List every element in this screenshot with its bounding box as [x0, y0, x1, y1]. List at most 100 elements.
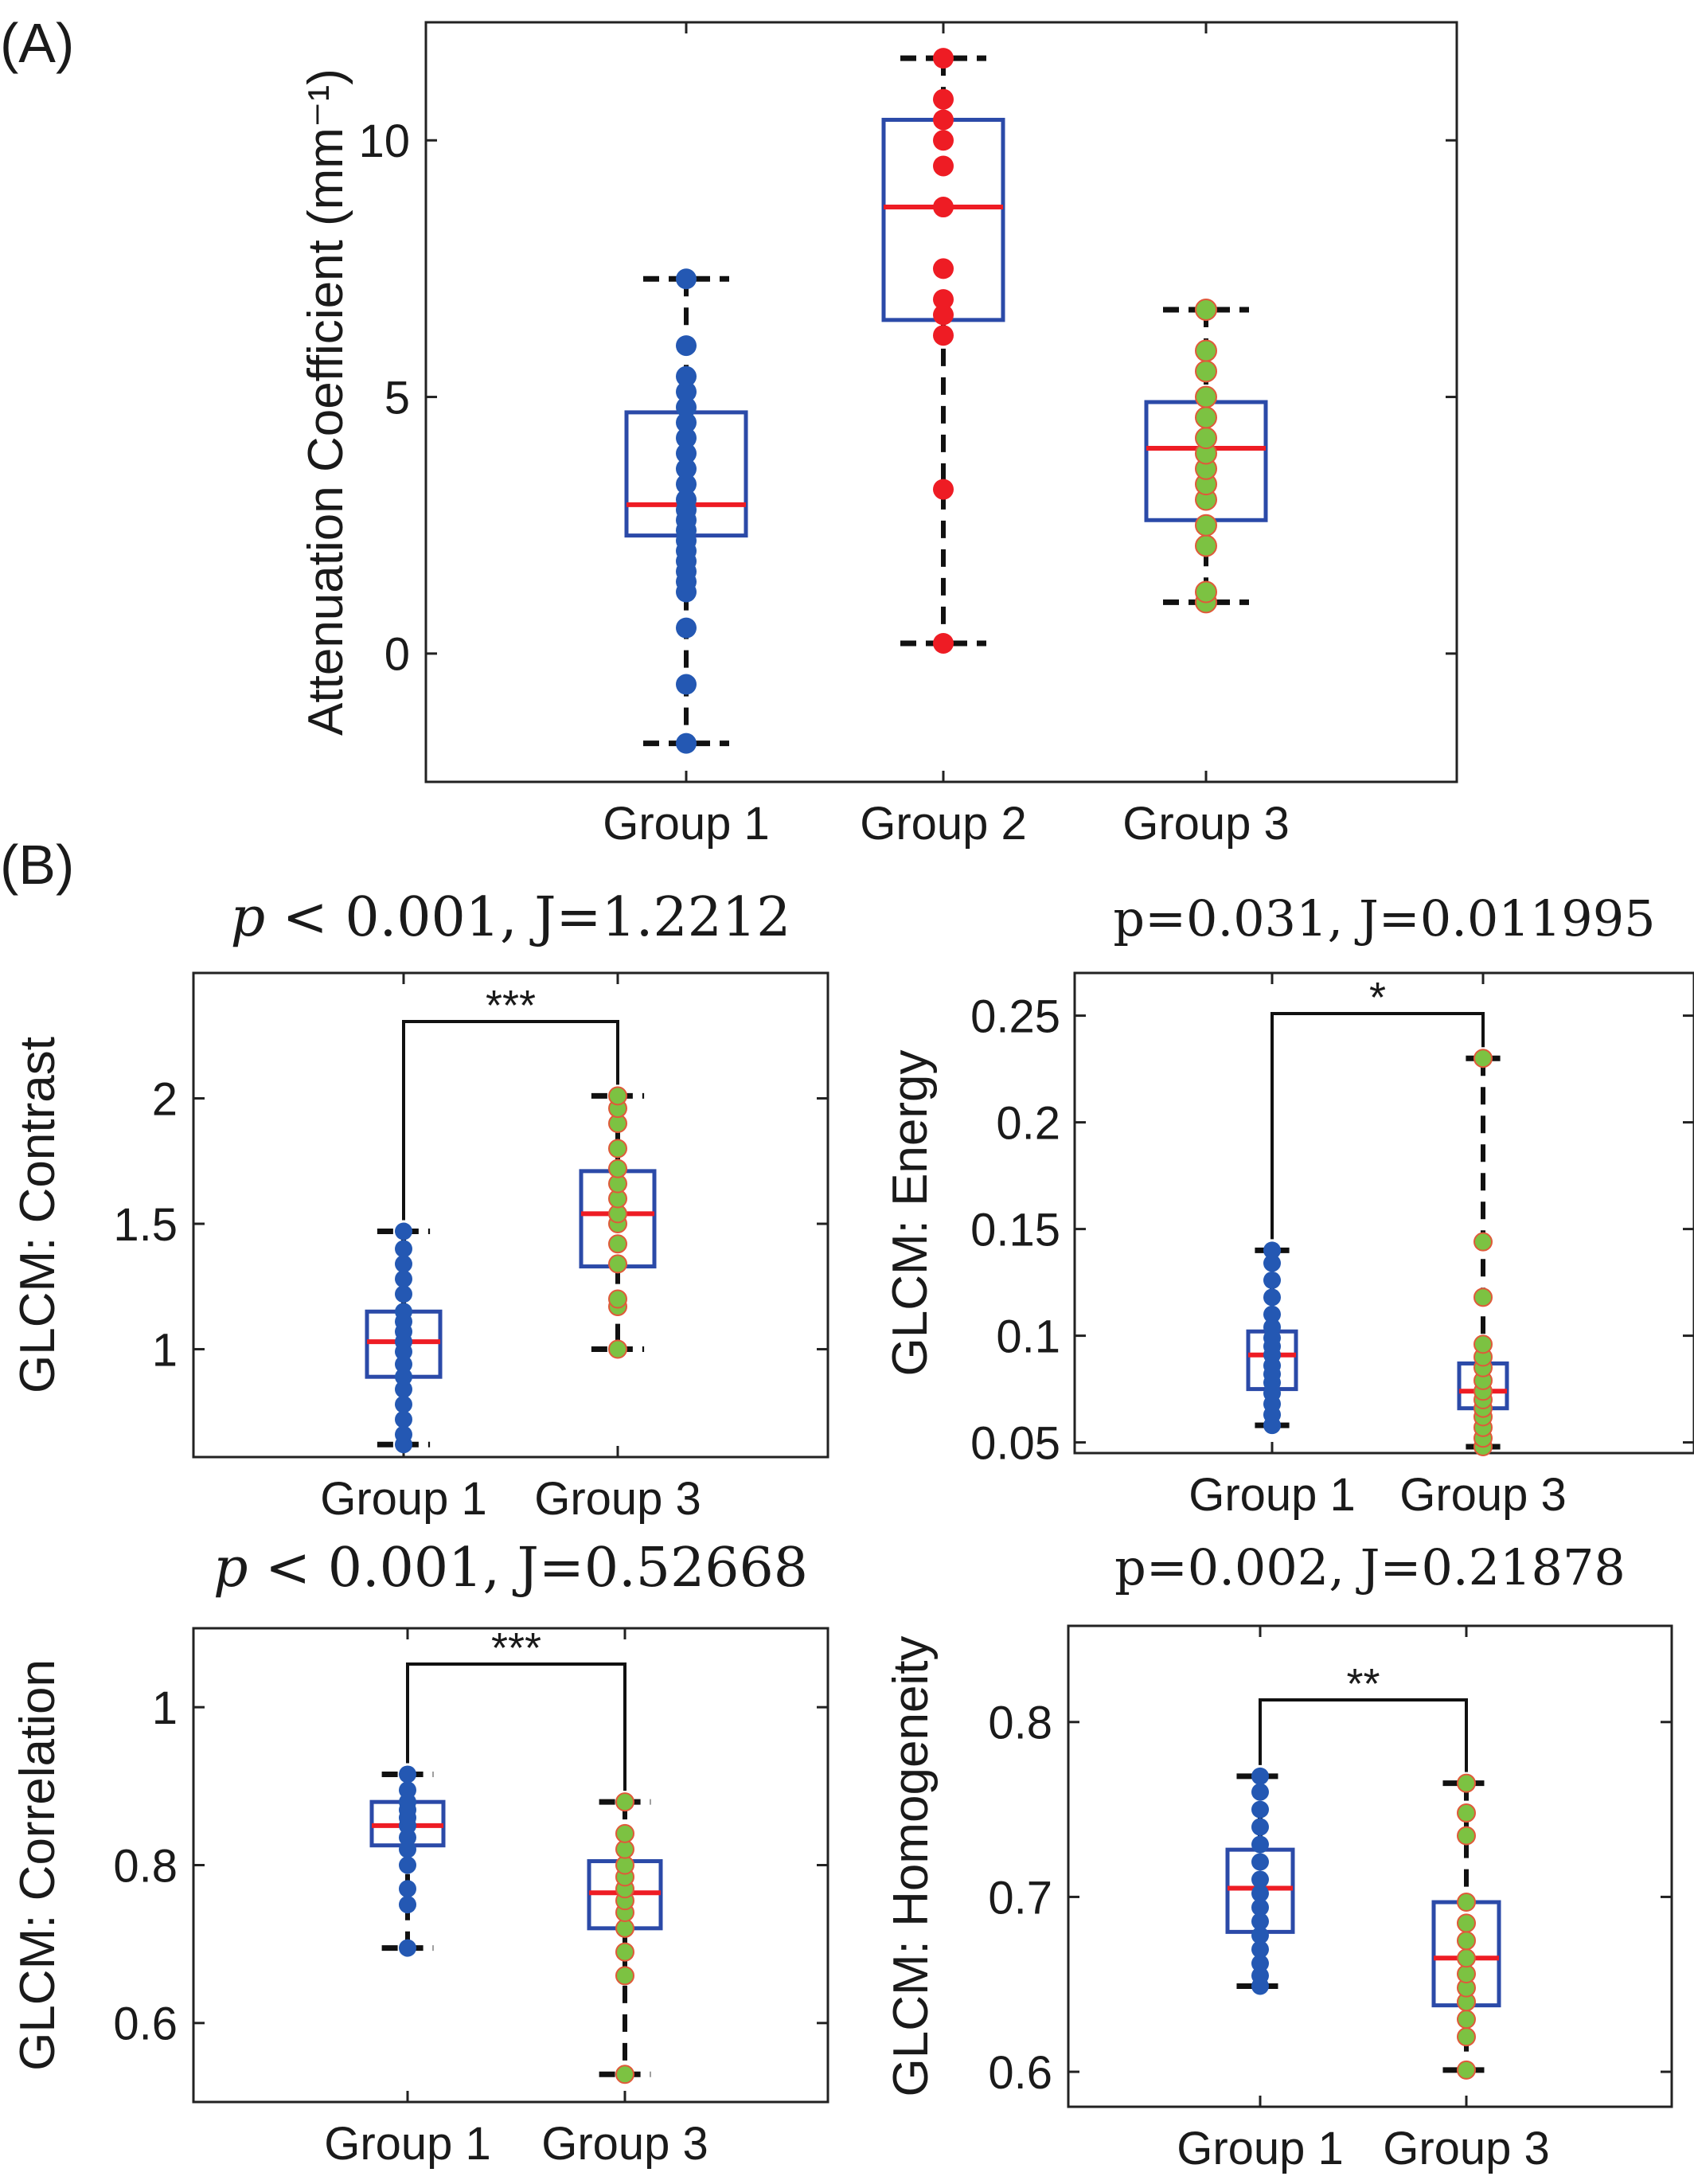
data-point	[395, 1410, 412, 1428]
y-tick-label: 2	[152, 1073, 178, 1125]
data-point	[933, 197, 954, 218]
data-point	[1195, 427, 1217, 450]
y-tick-label: 1	[152, 1682, 178, 1734]
data-point	[1195, 580, 1217, 604]
significance-bracket	[402, 1020, 619, 1221]
boxplot-group-3	[1431, 1773, 1501, 2080]
data-point	[615, 1792, 634, 1812]
data-point	[395, 1355, 412, 1373]
data-point	[395, 1270, 412, 1288]
data-point	[1457, 1893, 1476, 1912]
significance-stars: ***	[486, 982, 536, 1029]
boxplot-group-3	[579, 1086, 657, 1359]
data-point	[395, 1303, 412, 1321]
data-point	[1251, 1898, 1269, 1916]
boxplot-group-1	[369, 1765, 446, 1957]
data-point	[1251, 1783, 1269, 1801]
chart-glcm-correlation: 0.6 0.8 1 Group 1 Group 3 GLCM: Correlation p …	[10, 1537, 829, 2170]
boxplot-group-3	[1457, 1049, 1509, 1456]
data-point	[615, 1942, 634, 1962]
data-point	[676, 489, 697, 510]
y-tick-label: 0.8	[988, 1698, 1052, 1749]
data-point	[676, 412, 697, 433]
plot-frame	[1073, 971, 1694, 1455]
significance-bracket	[1270, 1012, 1485, 1240]
x-category-label: Group 1	[1177, 2123, 1344, 2174]
data-point	[933, 109, 954, 131]
data-point	[1263, 1271, 1281, 1289]
data-point	[395, 1240, 412, 1258]
data-point	[1263, 1305, 1281, 1323]
data-point	[1251, 1818, 1269, 1836]
y-tick-label: 10	[358, 115, 410, 167]
data-point	[1195, 298, 1217, 321]
data-point	[615, 2065, 634, 2084]
data-point	[1251, 1800, 1269, 1819]
data-point	[933, 289, 954, 311]
data-point	[1457, 1826, 1476, 1846]
data-point	[1251, 1870, 1269, 1889]
y-tick-label: 1	[152, 1324, 178, 1376]
data-point	[676, 397, 697, 418]
data-point	[608, 1339, 627, 1359]
data-point	[1473, 1232, 1493, 1252]
x-category-label: Group 1	[324, 2118, 491, 2170]
data-point	[933, 155, 954, 177]
y-tick-label: 0.05	[970, 1417, 1060, 1469]
data-point	[395, 1255, 412, 1273]
boxplot-group-1	[1246, 1241, 1298, 1435]
data-point	[1195, 534, 1217, 557]
title-statistics: < 0.001, J=0.52668	[248, 1537, 808, 1600]
chart-title: p < 0.001, J=0.52668	[213, 1537, 808, 1600]
data-point	[1473, 1287, 1493, 1307]
chart-glcm-contrast: 1 1.5 2 Group 1 Group 3 GLCM: Contrast p < 0.0…	[10, 886, 829, 1525]
data-point	[1251, 1954, 1269, 1972]
data-point	[676, 733, 697, 754]
data-point	[1457, 2010, 1476, 2030]
y-axis-label: GLCM: Correlation	[10, 1659, 65, 2071]
data-point	[933, 325, 954, 346]
x-category-label: Group 3	[1122, 798, 1290, 850]
y-tick-label: 1.5	[113, 1199, 178, 1251]
data-point	[608, 1234, 627, 1254]
data-point	[676, 428, 697, 449]
data-point	[1263, 1241, 1281, 1260]
data-point	[676, 458, 697, 479]
boxplot-group-1	[624, 268, 748, 754]
panel-label-a: (A)	[0, 12, 74, 74]
data-point	[1457, 2060, 1476, 2080]
x-category-label: Group 3	[534, 1473, 701, 1525]
x-category-label: Group 3	[541, 2118, 708, 2170]
significance-stars: *	[1369, 974, 1386, 1022]
data-point	[1251, 1967, 1269, 1985]
y-tick-label: 0.7	[988, 1872, 1052, 1924]
boxplot-group-3	[587, 1792, 663, 2084]
data-point	[1195, 339, 1217, 362]
boxplot-group-1	[365, 1222, 443, 1454]
plot-frame	[424, 21, 1458, 783]
data-point	[1251, 1835, 1269, 1854]
data-point	[933, 632, 954, 654]
data-point	[676, 674, 697, 695]
data-point	[395, 1222, 412, 1240]
data-point	[1457, 2027, 1476, 2047]
plot-frame	[192, 1627, 829, 2104]
title-p-symbol: p	[231, 886, 266, 949]
data-point	[608, 1158, 627, 1178]
data-point	[1251, 1767, 1269, 1785]
y-tick-label: 0	[384, 629, 410, 681]
x-category-label: Group 3	[1383, 2123, 1550, 2174]
data-point	[676, 474, 697, 495]
data-point	[1473, 1334, 1493, 1354]
data-point	[1457, 1964, 1476, 1984]
y-axis-label: GLCM: Contrast	[10, 1037, 65, 1393]
data-point	[615, 1918, 634, 1938]
significance-stars: **	[1346, 1660, 1380, 1708]
x-category-label: Group 2	[860, 798, 1027, 850]
data-point	[399, 1765, 416, 1784]
data-point	[395, 1368, 412, 1386]
x-category-label: Group 1	[603, 798, 770, 850]
y-axis-label: GLCM: Homogeneity	[884, 1636, 939, 2097]
y-tick-label: 0.8	[113, 1840, 178, 1892]
